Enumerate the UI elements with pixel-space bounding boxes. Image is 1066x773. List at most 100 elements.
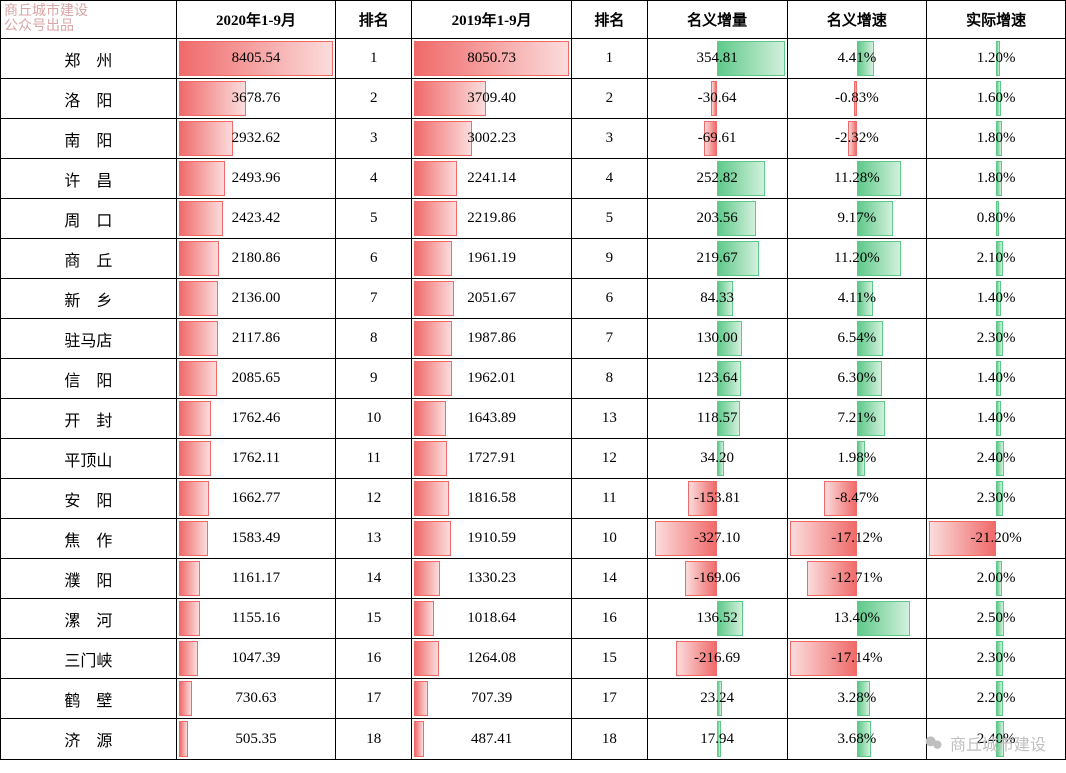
delta-text: -2.32% <box>790 121 925 156</box>
rank-text: 2 <box>606 90 614 107</box>
rank-text: 16 <box>366 650 381 667</box>
header-cell: 名义增速 <box>788 1 928 38</box>
nominal-rate-cell: 1.98% <box>788 439 928 478</box>
value-text: 8405.54 <box>179 41 334 76</box>
bar-wrap: 3.68% <box>790 721 925 757</box>
bar-wrap: 1662.77 <box>179 481 334 516</box>
delta-text: 1.60% <box>929 81 1063 116</box>
city-name: 三门峡 <box>64 647 112 671</box>
rank2020-cell: 8 <box>336 319 412 358</box>
value-text: 1762.11 <box>179 441 334 476</box>
value-text: 1961.19 <box>414 241 569 276</box>
bar-wrap: 2.30% <box>929 481 1063 516</box>
rank2019-cell: 5 <box>572 199 648 238</box>
value-text: 1910.59 <box>414 521 569 556</box>
bar-wrap: 11.28% <box>790 161 925 196</box>
bar-wrap: 707.39 <box>414 681 569 716</box>
delta-text: 219.67 <box>650 241 785 276</box>
rank2020-cell: 10 <box>336 399 412 438</box>
rank-text: 6 <box>370 250 378 267</box>
city-cell: 周 口 <box>1 199 177 238</box>
rank2020-cell: 1 <box>336 39 412 78</box>
rank-text: 10 <box>366 410 381 427</box>
delta-text: 2.30% <box>929 641 1063 676</box>
city-cell: 许 昌 <box>1 159 177 198</box>
nominal-rate-cell: -17.14% <box>788 639 928 678</box>
nominal-rate-cell: -8.47% <box>788 479 928 518</box>
rank2020-cell: 17 <box>336 679 412 718</box>
increment-cell: 354.81 <box>648 39 788 78</box>
increment-cell: -69.61 <box>648 119 788 158</box>
rank-text: 7 <box>606 330 614 347</box>
bar-wrap: -69.61 <box>650 121 785 156</box>
city-cell: 驻马店 <box>1 319 177 358</box>
value-text: 505.35 <box>179 721 334 757</box>
city-name: 驻马店 <box>64 327 112 351</box>
rank2020-cell: 4 <box>336 159 412 198</box>
increment-cell: 34.20 <box>648 439 788 478</box>
rank2019-cell: 15 <box>572 639 648 678</box>
table-row: 南 阳 2932.62 3 3002.23 3 -69.61 -2.32% 1.… <box>1 119 1065 159</box>
bar-wrap: 2.40% <box>929 441 1063 476</box>
bar-wrap: -327.10 <box>650 521 785 556</box>
city-cell: 焦 作 <box>1 519 177 558</box>
table-row: 驻马店 2117.86 8 1987.86 7 130.00 6.54% 2.3… <box>1 319 1065 359</box>
value-text: 3678.76 <box>179 81 334 116</box>
increment-cell: -153.81 <box>648 479 788 518</box>
value-text: 3709.40 <box>414 81 569 116</box>
delta-text: 1.40% <box>929 401 1063 436</box>
delta-text: 84.33 <box>650 281 785 316</box>
rank-text: 16 <box>602 610 617 627</box>
delta-text: 7.21% <box>790 401 925 436</box>
v2019-cell: 1643.89 <box>412 399 572 438</box>
delta-text: 1.40% <box>929 281 1063 316</box>
v2019-cell: 1727.91 <box>412 439 572 478</box>
rank2019-cell: 14 <box>572 559 648 598</box>
rank2020-cell: 2 <box>336 79 412 118</box>
real-rate-cell: 1.20% <box>927 39 1065 78</box>
delta-text: -0.83% <box>790 81 925 116</box>
bar-wrap: 1.40% <box>929 361 1063 396</box>
city-cell: 郑 州 <box>1 39 177 78</box>
bar-wrap: 2180.86 <box>179 241 334 276</box>
delta-text: 118.57 <box>650 401 785 436</box>
rank2020-cell: 15 <box>336 599 412 638</box>
rank-text: 12 <box>366 490 381 507</box>
table-row: 平顶山 1762.11 11 1727.91 12 34.20 1.98% 2.… <box>1 439 1065 479</box>
delta-text: 2.40% <box>929 721 1063 757</box>
bar-wrap: 17.94 <box>650 721 785 757</box>
bar-wrap: 7.21% <box>790 401 925 436</box>
v2019-cell: 1961.19 <box>412 239 572 278</box>
city-name: 漯 河 <box>64 607 112 631</box>
v2019-cell: 3709.40 <box>412 79 572 118</box>
increment-cell: 136.52 <box>648 599 788 638</box>
v2019-cell: 1987.86 <box>412 319 572 358</box>
bar-wrap: 118.57 <box>650 401 785 436</box>
table-row: 濮 阳 1161.17 14 1330.23 14 -169.06 -12.71… <box>1 559 1065 599</box>
real-rate-cell: 2.50% <box>927 599 1065 638</box>
v2020-cell: 2117.86 <box>177 319 337 358</box>
city-cell: 安 阳 <box>1 479 177 518</box>
value-text: 2423.42 <box>179 201 334 236</box>
rank2019-cell: 8 <box>572 359 648 398</box>
rank-text: 18 <box>602 731 617 748</box>
increment-cell: 123.64 <box>648 359 788 398</box>
v2020-cell: 1583.49 <box>177 519 337 558</box>
rank-text: 4 <box>370 170 378 187</box>
real-rate-cell: 1.80% <box>927 119 1065 158</box>
bar-wrap: 1161.17 <box>179 561 334 596</box>
real-rate-cell: 2.30% <box>927 479 1065 518</box>
v2020-cell: 8405.54 <box>177 39 337 78</box>
v2019-cell: 1330.23 <box>412 559 572 598</box>
rank-text: 18 <box>366 731 381 748</box>
delta-text: 1.80% <box>929 161 1063 196</box>
bar-wrap: 8050.73 <box>414 41 569 76</box>
rank2019-cell: 3 <box>572 119 648 158</box>
increment-cell: 84.33 <box>648 279 788 318</box>
rank2019-cell: 11 <box>572 479 648 518</box>
bar-wrap: 3678.76 <box>179 81 334 116</box>
rank2019-cell: 16 <box>572 599 648 638</box>
bar-wrap: 130.00 <box>650 321 785 356</box>
v2020-cell: 1161.17 <box>177 559 337 598</box>
table-row: 济 源 505.35 18 487.41 18 17.94 3.68% 2.40… <box>1 719 1065 759</box>
